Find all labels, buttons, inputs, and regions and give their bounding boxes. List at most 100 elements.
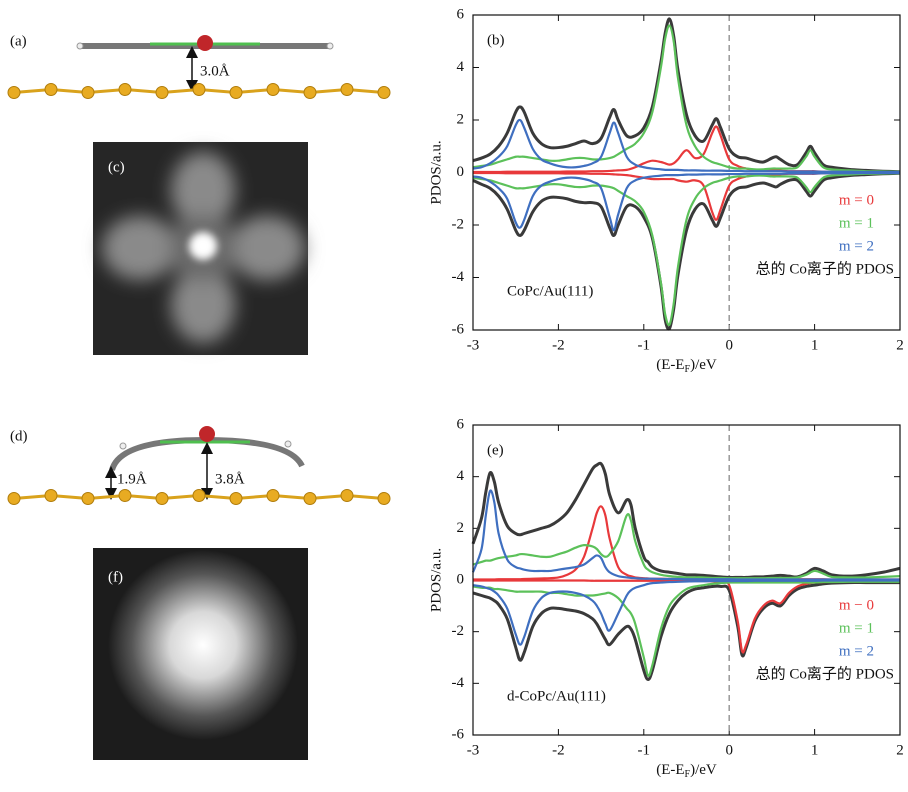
molecule-a — [76, 35, 334, 92]
pdos-line — [472, 17, 901, 174]
y-tick-label: 4 — [457, 468, 465, 484]
chart: -6 -4 -2 0 2 4 6 -3 -2 -1 0 1 2 (b) CoPc/Au(111) PDOS/a… — [428, 6, 903, 375]
gold-atom — [81, 492, 95, 505]
gold-atom — [377, 492, 391, 505]
gold-chain — [7, 489, 391, 505]
panel-label: (b) — [487, 32, 505, 48]
panel-label: (c) — [108, 159, 125, 175]
x-tick-label: 2 — [896, 742, 904, 758]
x-tick-label: -1 — [638, 337, 651, 353]
gold-atom — [155, 492, 169, 505]
gold-atom — [266, 83, 280, 96]
x-axis-label-part: (E-E — [656, 762, 684, 778]
gold-atom — [155, 86, 169, 99]
gold-atom — [229, 86, 243, 99]
x-tick-label: -1 — [638, 742, 651, 758]
y-tick-label: -2 — [452, 216, 465, 232]
distance-label: 3.8Å — [215, 471, 245, 487]
x-tick-label: -2 — [552, 742, 565, 758]
pdos-line — [472, 513, 901, 580]
x-tick-label: -3 — [467, 742, 480, 758]
x-axis-label-part: )/eV — [690, 357, 717, 373]
y-axis-label: PDOS/a.u. — [428, 548, 444, 612]
x-axis-label-part: F — [685, 364, 691, 375]
pdos-line — [472, 171, 900, 232]
pdos-line — [471, 461, 901, 579]
gold-atom — [340, 489, 354, 502]
legend-entry: 总的 Co离子的 PDOS — [756, 260, 894, 277]
annotation: CoPc/Au(111) — [507, 283, 593, 299]
molecule-d — [105, 426, 305, 500]
gold-atom — [377, 86, 391, 99]
x-tick-label: 2 — [896, 337, 904, 353]
x-tick-label: -2 — [552, 337, 565, 353]
legend-entry: m = 1 — [839, 215, 874, 231]
pdos-line — [471, 489, 900, 581]
pdos-line — [472, 580, 900, 677]
y-tick-label: 2 — [457, 520, 465, 536]
x-tick-label: -3 — [467, 337, 480, 353]
x-tick-label: 1 — [811, 337, 819, 353]
gold-atom — [229, 492, 243, 505]
gold-atom — [7, 86, 21, 99]
stm-center — [189, 232, 217, 260]
x-axis-label-part: (E-E — [656, 357, 684, 373]
legend-entry: m = 0 — [839, 192, 874, 208]
y-tick-label: -4 — [452, 675, 465, 691]
x-tick-label: 1 — [811, 742, 819, 758]
panel-label: (d) — [10, 428, 28, 444]
gold-atom — [340, 83, 354, 96]
chart: -6 -4 -2 0 2 4 6 -3 -2 -1 0 1 2 (e) d-CoPc/Au(111) PDOS… — [428, 416, 903, 780]
gold-atom — [266, 489, 280, 502]
h-atom — [326, 42, 334, 50]
x-axis-label-part: F — [685, 769, 691, 780]
panel-label: (a) — [10, 33, 27, 49]
pdos-line — [472, 581, 900, 681]
stm-lobes — [102, 152, 305, 343]
y-tick-label: -6 — [452, 726, 465, 742]
pdos-line — [473, 125, 900, 174]
gold-atom — [303, 86, 317, 99]
plot-frame — [472, 424, 901, 736]
x-tick-label: 0 — [725, 337, 733, 353]
annotation: d-CoPc/Au(111) — [507, 688, 606, 704]
pdos-line — [473, 505, 900, 581]
gold-atom — [303, 492, 317, 505]
legend-entry: m − 0 — [839, 597, 874, 613]
panel-label: (e) — [487, 442, 504, 458]
y-tick-label: -6 — [452, 321, 465, 337]
gold-atom — [192, 489, 206, 502]
y-tick-label: 6 — [457, 6, 465, 22]
distance-label: 3.0Å — [200, 63, 230, 79]
stm-glow — [108, 550, 298, 740]
gold-chain — [7, 83, 391, 99]
plot-frame — [472, 14, 901, 331]
legend-entry: m = 2 — [839, 643, 874, 659]
legend-entry: 总的 Co离子的 PDOS — [756, 665, 894, 682]
gold-atom — [7, 492, 21, 505]
x-axis-label-part: )/eV — [690, 762, 717, 778]
gold-atom — [44, 489, 58, 502]
y-tick-label: -2 — [452, 623, 465, 639]
stm-image-f — [93, 548, 308, 760]
y-tick-label: 2 — [457, 111, 465, 127]
pdos-line — [472, 172, 901, 327]
pdos-line — [472, 118, 900, 174]
pdos-line — [473, 579, 900, 654]
gold-atom — [44, 83, 58, 96]
x-axis-label: (E-EF)/eV — [656, 357, 717, 375]
y-axis-label: PDOS/a.u. — [428, 140, 444, 204]
y-tick-label: 6 — [457, 416, 465, 432]
y-tick-label: 0 — [457, 164, 465, 180]
legend-entry: m = 1 — [839, 620, 874, 636]
gold-atom — [192, 83, 206, 96]
x-axis-label: (E-EF)/eV — [656, 762, 717, 780]
y-tick-label: 4 — [457, 59, 465, 75]
legend-entry: m = 2 — [839, 238, 874, 254]
panel-label: (f) — [108, 569, 123, 585]
x-tick-label: 0 — [725, 742, 733, 758]
gold-atom — [118, 489, 132, 502]
co-atom — [197, 35, 213, 51]
